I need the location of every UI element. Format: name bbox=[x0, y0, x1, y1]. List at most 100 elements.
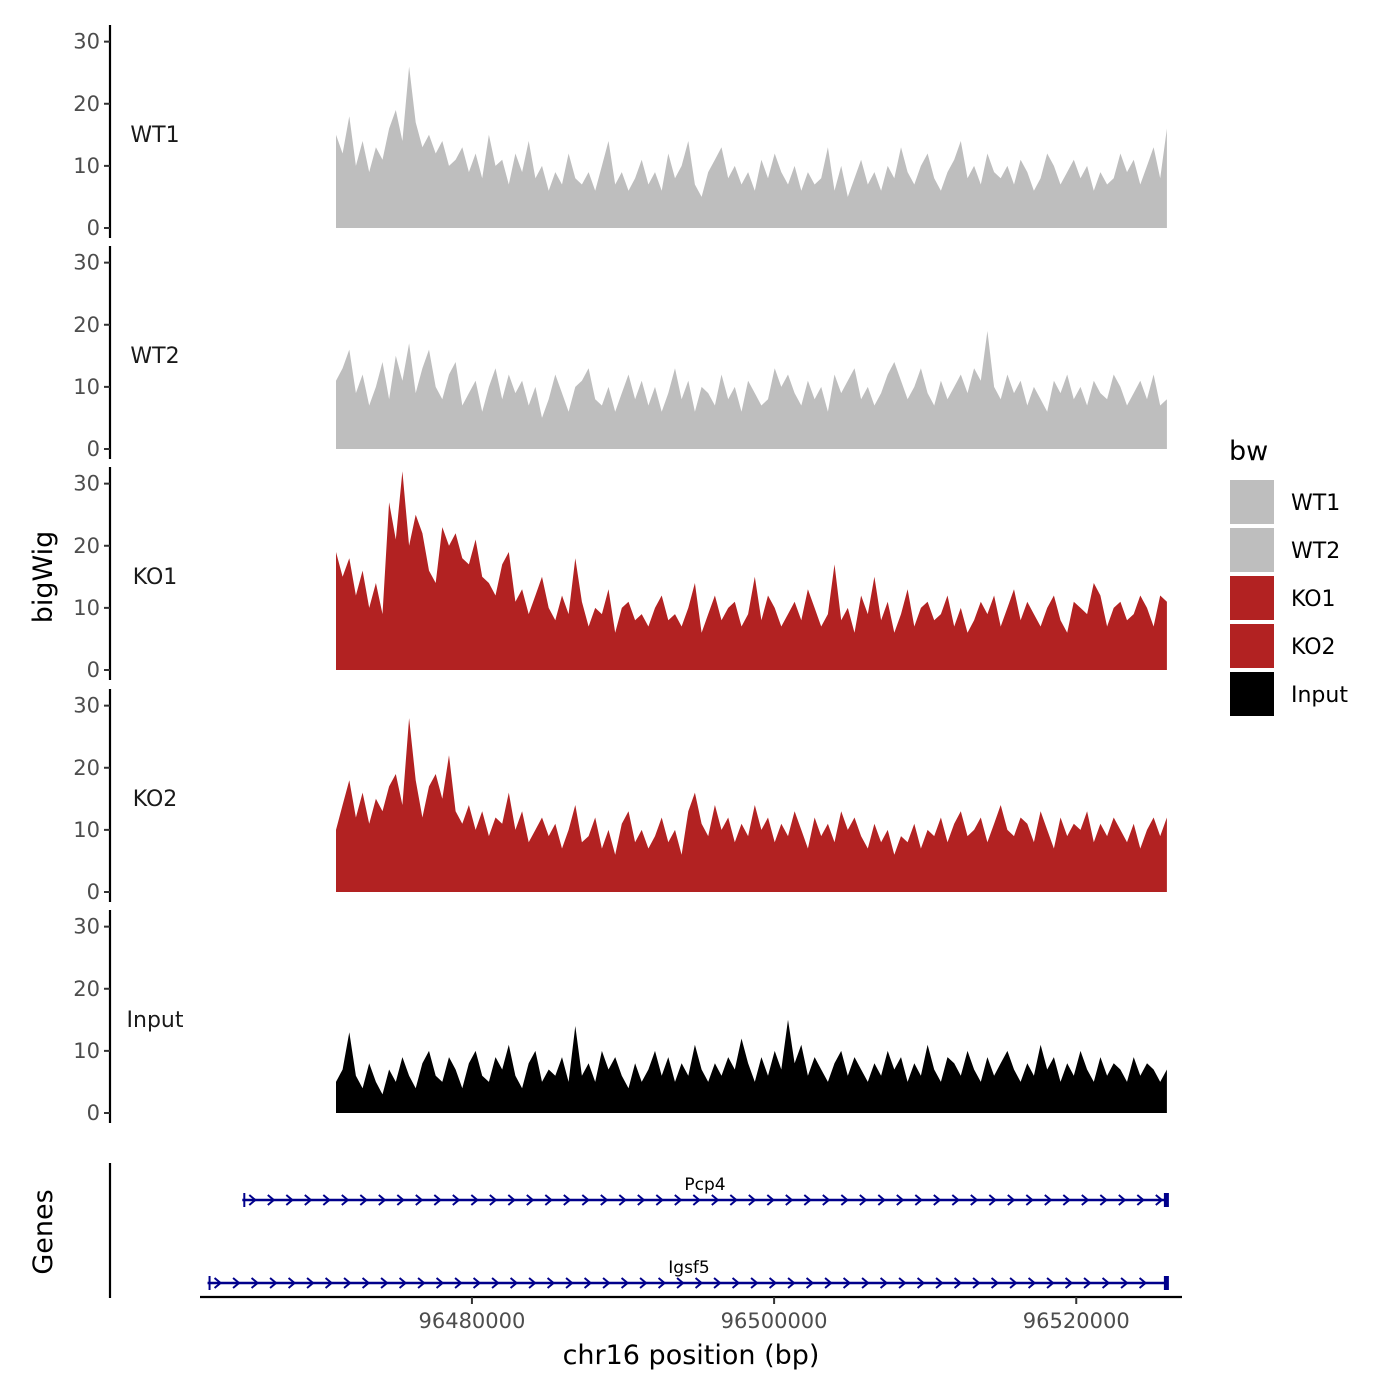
strand-chevron bbox=[304, 1194, 313, 1206]
legend-swatch-ko1 bbox=[1230, 576, 1274, 620]
gene-label: Pcp4 bbox=[684, 1175, 725, 1195]
y-tick-label: 10 bbox=[73, 154, 100, 178]
strand-chevron bbox=[916, 1277, 926, 1289]
strand-chevron bbox=[639, 1277, 648, 1289]
strand-chevron bbox=[787, 1277, 796, 1289]
strand-chevron bbox=[380, 1277, 389, 1289]
strand-chevron bbox=[452, 1194, 461, 1206]
gene-igsf5: Igsf5 bbox=[207, 1258, 1169, 1290]
x-tick-label: 96480000 bbox=[418, 1309, 525, 1333]
gene-exon-block bbox=[1163, 1276, 1169, 1290]
track-ko1: 0 10 20 30 KO1 bbox=[73, 467, 1167, 682]
legend: bw WT1 WT2 KO1 KO2 Input bbox=[1229, 436, 1348, 716]
track-wt2: 0 10 20 30 WT2 bbox=[73, 246, 1167, 461]
track-input: 0 10 20 30 Input bbox=[73, 910, 1167, 1125]
legend-swatch-input bbox=[1230, 672, 1274, 716]
strand-chevron bbox=[824, 1277, 833, 1289]
strand-chevron bbox=[1046, 1277, 1055, 1289]
strand-chevron bbox=[507, 1194, 516, 1206]
strand-chevron bbox=[768, 1277, 778, 1289]
strand-chevron bbox=[565, 1277, 574, 1289]
strand-chevron bbox=[840, 1194, 849, 1206]
legend-label-wt1: WT1 bbox=[1291, 491, 1340, 516]
strand-chevron bbox=[528, 1277, 537, 1289]
strand-chevron bbox=[213, 1277, 223, 1289]
signal-area-ko2 bbox=[336, 718, 1167, 892]
strand-chevron bbox=[472, 1277, 482, 1289]
gene-pcp4: Pcp4 bbox=[242, 1175, 1169, 1207]
strand-chevron bbox=[676, 1277, 685, 1289]
strand-chevron bbox=[600, 1194, 609, 1206]
y-tick-label: 10 bbox=[73, 596, 100, 620]
strand-chevron bbox=[398, 1277, 408, 1289]
strand-chevron bbox=[785, 1194, 794, 1206]
strand-chevron bbox=[396, 1194, 405, 1206]
strand-chevron bbox=[1064, 1277, 1074, 1289]
strand-chevron bbox=[324, 1277, 334, 1289]
x-axis: chr16 position (bp) 96480000 96500000 9652… bbox=[200, 1295, 1182, 1371]
strand-chevron bbox=[914, 1194, 923, 1206]
strand-chevron bbox=[970, 1194, 979, 1206]
track-ko2: 0 10 20 30 KO2 bbox=[73, 689, 1167, 904]
signal-area-wt1 bbox=[336, 66, 1167, 228]
track-label: WT1 bbox=[130, 123, 179, 148]
strand-chevron bbox=[972, 1277, 981, 1289]
strand-chevron bbox=[341, 1194, 350, 1206]
strand-chevron bbox=[805, 1277, 815, 1289]
legend-swatch-wt1 bbox=[1230, 480, 1274, 524]
y-tick-label: 30 bbox=[73, 915, 100, 939]
strand-chevron bbox=[1138, 1277, 1148, 1289]
strand-chevron bbox=[526, 1194, 535, 1206]
signal-area-wt2 bbox=[336, 331, 1167, 449]
strand-chevron bbox=[988, 1194, 997, 1206]
legend-swatch-wt2 bbox=[1230, 528, 1274, 572]
x-tick-label: 96500000 bbox=[721, 1309, 828, 1333]
y-tick-label: 0 bbox=[87, 658, 100, 682]
strand-chevron bbox=[248, 1194, 257, 1206]
strand-chevron bbox=[378, 1194, 387, 1206]
strand-chevron bbox=[1007, 1194, 1016, 1206]
y-tick-label: 30 bbox=[73, 251, 100, 275]
strand-chevron bbox=[1044, 1194, 1053, 1206]
strand-chevron bbox=[729, 1194, 738, 1206]
strand-chevron bbox=[489, 1194, 498, 1206]
strand-chevron bbox=[750, 1277, 759, 1289]
strand-chevron bbox=[766, 1194, 775, 1206]
legend-label-ko1: KO1 bbox=[1291, 587, 1336, 612]
strand-chevron bbox=[306, 1277, 315, 1289]
strand-chevron bbox=[935, 1277, 944, 1289]
signal-area-input bbox=[336, 1019, 1167, 1113]
y-tick-label: 0 bbox=[87, 216, 100, 240]
strand-chevron bbox=[618, 1194, 627, 1206]
strand-chevron bbox=[509, 1277, 519, 1289]
track-wt1: 0 10 20 30 WT1 bbox=[73, 25, 1167, 240]
strand-chevron bbox=[287, 1277, 297, 1289]
legend-title: bw bbox=[1229, 436, 1268, 467]
strand-chevron bbox=[583, 1277, 593, 1289]
genes-axis-title: Genes bbox=[28, 1189, 59, 1274]
y-tick-label: 10 bbox=[73, 818, 100, 842]
strand-chevron bbox=[435, 1277, 445, 1289]
y-tick-label: 20 bbox=[73, 534, 100, 558]
strand-chevron bbox=[417, 1277, 426, 1289]
strand-chevron bbox=[731, 1277, 741, 1289]
strand-chevron bbox=[879, 1277, 889, 1289]
strand-chevron bbox=[359, 1194, 368, 1206]
gene-label: Igsf5 bbox=[668, 1258, 709, 1278]
strand-chevron bbox=[1101, 1277, 1111, 1289]
strand-chevron bbox=[953, 1277, 963, 1289]
y-tick-label: 20 bbox=[73, 313, 100, 337]
legend-label-input: Input bbox=[1291, 683, 1348, 708]
strand-chevron bbox=[933, 1194, 942, 1206]
strand-chevron bbox=[1099, 1194, 1108, 1206]
track-label: WT2 bbox=[130, 344, 179, 369]
strand-chevron bbox=[655, 1194, 664, 1206]
y-tick-label: 10 bbox=[73, 375, 100, 399]
strand-chevron bbox=[1009, 1277, 1018, 1289]
strand-chevron bbox=[544, 1194, 553, 1206]
x-tick-label: 96520000 bbox=[1023, 1309, 1130, 1333]
strand-chevron bbox=[415, 1194, 424, 1206]
strand-chevron bbox=[1025, 1194, 1034, 1206]
strand-chevron bbox=[563, 1194, 572, 1206]
